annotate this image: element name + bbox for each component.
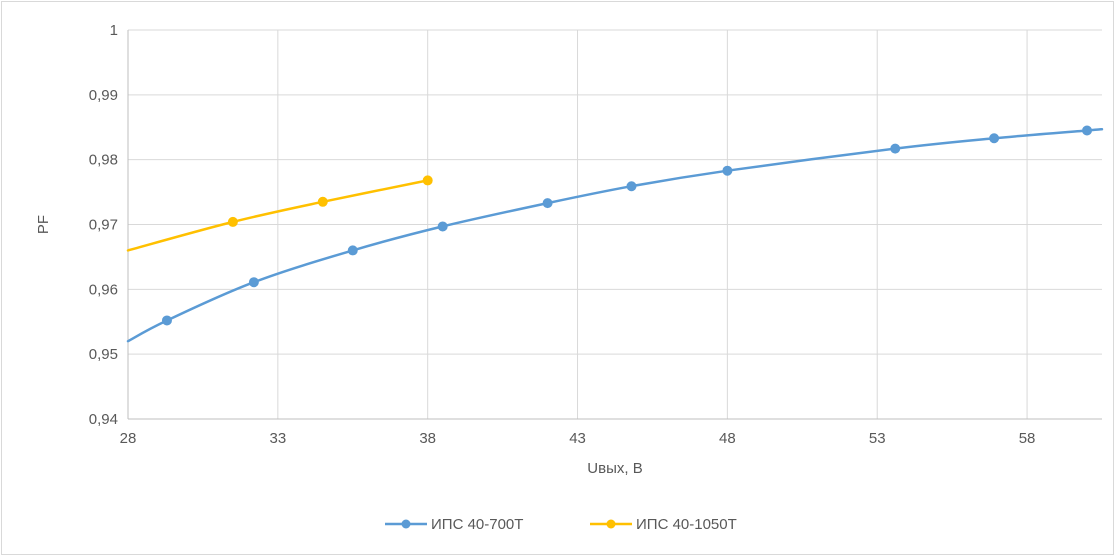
axes <box>127 30 1102 420</box>
x-tick-label: 53 <box>869 430 886 447</box>
data-point <box>890 143 901 154</box>
x-tick-label: 48 <box>719 430 736 447</box>
data-point <box>437 221 448 232</box>
series-2 <box>126 175 433 252</box>
y-tick-label: 0,96 <box>89 281 118 298</box>
tick-labels: 0,94 0,95 0,96 0,97 0,98 0,99 1 28 33 38 43 48 53 58 <box>89 22 1036 447</box>
x-axis-title: Uвых, В <box>587 460 642 477</box>
y-tick-label: 0,99 <box>89 87 118 104</box>
x-tick-label: 28 <box>120 430 137 447</box>
y-tick-label: 0,95 <box>89 346 118 363</box>
series-line <box>126 127 1104 343</box>
legend-item: ИПС 40-1050Т <box>590 516 737 533</box>
x-tick-label: 43 <box>569 430 586 447</box>
legend: ИПС 40-700Т ИПС 40-1050Т <box>385 516 737 533</box>
data-point <box>347 245 358 256</box>
y-tick-label: 0,94 <box>89 411 118 428</box>
x-tick-label: 38 <box>419 430 436 447</box>
y-tick-label: 1 <box>110 22 118 39</box>
x-tick-label: 33 <box>270 430 287 447</box>
data-point <box>161 315 172 326</box>
data-point <box>989 133 1000 144</box>
series-layer <box>126 125 1104 343</box>
data-point <box>227 216 238 227</box>
data-point <box>248 277 259 288</box>
legend-label: ИПС 40-700Т <box>431 516 523 533</box>
y-axis-title: PF <box>35 215 52 234</box>
data-point <box>626 181 637 192</box>
x-tick-label: 58 <box>1019 430 1036 447</box>
legend-item: ИПС 40-700Т <box>385 516 523 533</box>
data-point <box>317 196 328 207</box>
data-point <box>422 175 433 186</box>
y-tick-label: 0,97 <box>89 217 118 234</box>
y-tick-label: 0,98 <box>89 152 118 169</box>
data-point <box>722 165 733 176</box>
legend-swatch-marker <box>606 519 616 529</box>
series-line <box>126 179 429 252</box>
legend-label: ИПС 40-1050Т <box>636 516 737 533</box>
grid <box>128 29 1102 419</box>
series-1 <box>126 125 1104 343</box>
legend-swatch-marker <box>401 519 411 529</box>
data-point <box>1082 125 1093 136</box>
data-point <box>542 198 553 209</box>
